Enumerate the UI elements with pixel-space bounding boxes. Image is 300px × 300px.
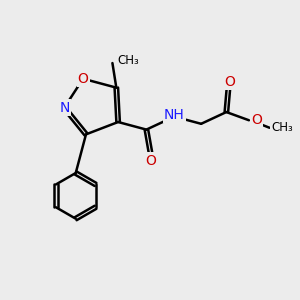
Text: O: O xyxy=(251,113,262,127)
Text: CH₃: CH₃ xyxy=(118,54,140,67)
Text: O: O xyxy=(145,154,156,168)
Text: O: O xyxy=(78,72,88,86)
Text: NH: NH xyxy=(164,108,184,122)
Text: O: O xyxy=(224,75,235,89)
Text: CH₃: CH₃ xyxy=(271,121,293,134)
Text: N: N xyxy=(59,100,70,115)
